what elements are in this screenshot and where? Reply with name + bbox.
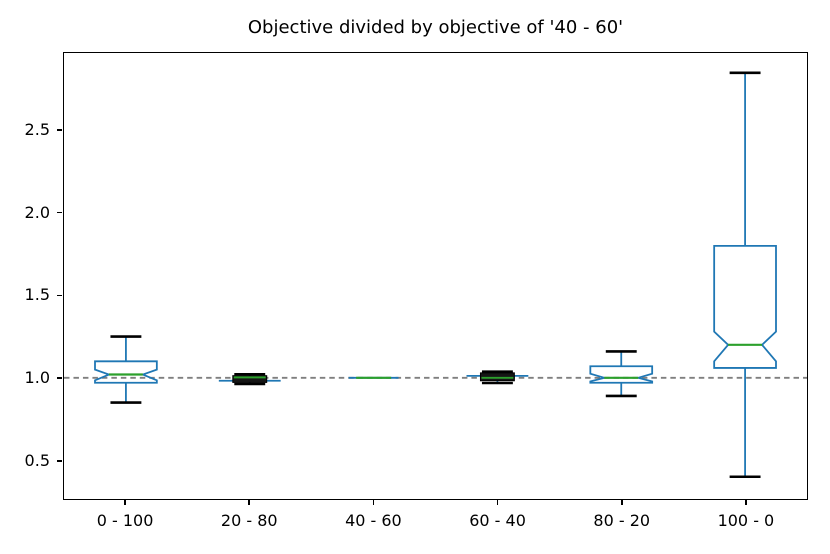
x-tick-label: 40 - 60 (345, 511, 402, 530)
x-tick-mark (496, 500, 499, 505)
x-tick-label: 100 - 0 (717, 511, 775, 530)
boxplot-canvas (64, 71, 807, 479)
box-body (589, 365, 654, 384)
y-tick-label: 2.0 (24, 202, 50, 222)
x-tick-mark (620, 500, 623, 505)
x-tick-label: 20 - 80 (220, 511, 278, 530)
y-tick-label: 0.5 (24, 451, 50, 471)
x-tick-mark (248, 500, 251, 505)
y-tick-label: 2.5 (24, 119, 50, 139)
box-body (94, 360, 158, 384)
x-tick-label: 80 - 20 (593, 511, 651, 530)
x-tick-mark (124, 500, 126, 505)
box-body (232, 375, 268, 383)
x-tick-mark (372, 500, 375, 505)
x-tick-label: 60 - 40 (469, 511, 526, 530)
x-tick-label: 0 - 100 (96, 511, 154, 530)
y-tick-mark (57, 211, 62, 214)
y-tick-mark (57, 294, 62, 297)
x-tick-mark (745, 500, 747, 505)
plot-area (63, 52, 808, 500)
box-body (713, 245, 777, 369)
y-tick-mark (57, 129, 62, 131)
y-tick-mark (57, 460, 62, 462)
chart-title: Objective divided by objective of '40 - … (247, 17, 624, 38)
y-tick-label: 1.5 (24, 285, 50, 305)
y-tick-label: 1.0 (24, 368, 50, 388)
y-tick-mark (57, 377, 62, 380)
